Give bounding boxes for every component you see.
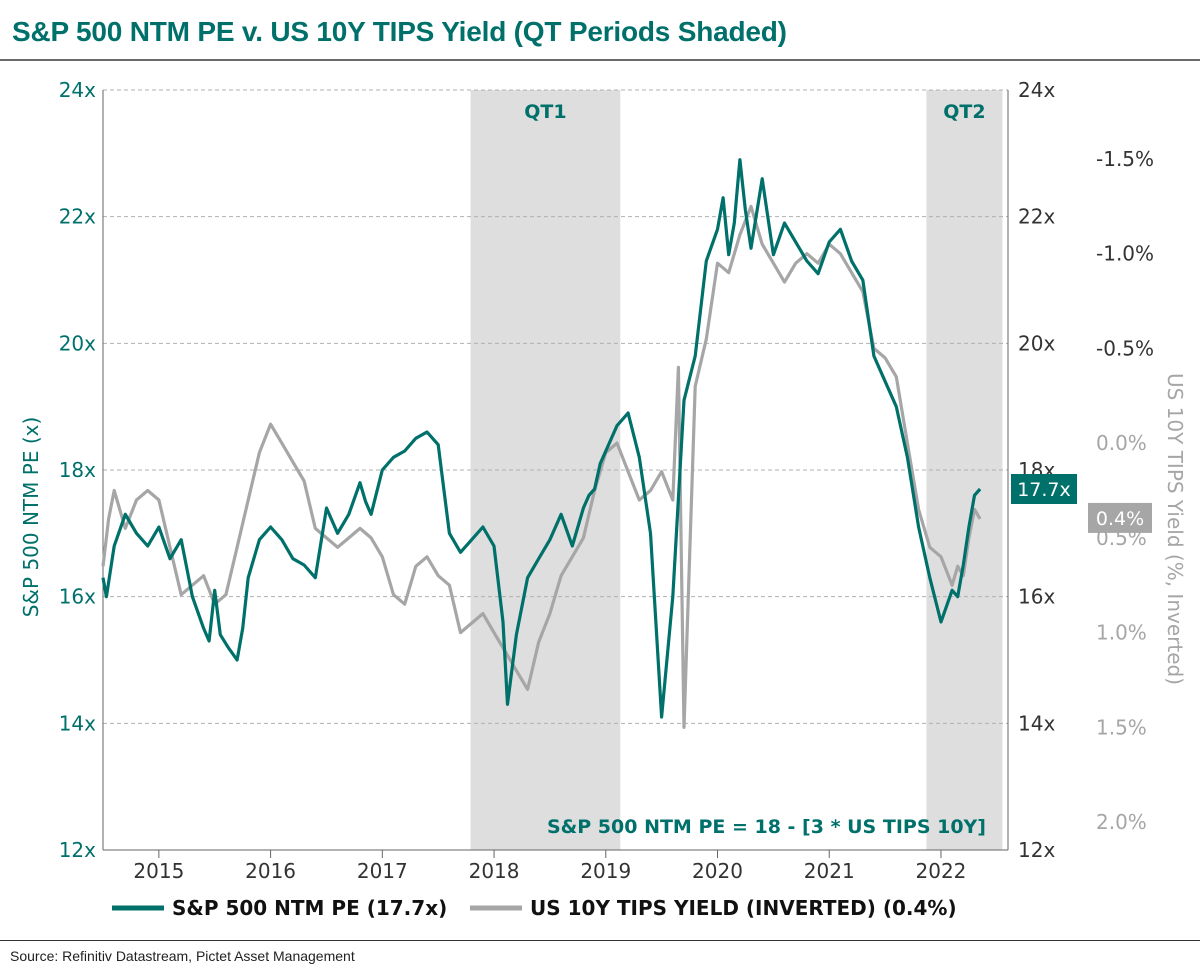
left-axis-label: S&P 500 NTM PE (x): [19, 417, 43, 618]
x-tick-label: 2017: [357, 859, 408, 883]
left-tick-label: 24x: [59, 78, 96, 102]
right-pe-tick-label: 24x: [1018, 78, 1055, 102]
pe-end-tag-label: 17.7x: [1017, 479, 1071, 501]
left-tick-label: 22x: [59, 205, 96, 229]
right-pe-tick-label: 14x: [1018, 711, 1055, 735]
legend-label: S&P 500 NTM PE (17.7x): [172, 896, 447, 920]
x-tick-label: 2021: [804, 859, 855, 883]
x-tick-label: 2016: [245, 859, 296, 883]
formula-annotation: S&P 500 NTM PE = 18 - [3 * US TIPS 10Y]: [547, 816, 986, 838]
left-tick-label: 14x: [59, 711, 96, 735]
chart-canvas: QT1 QT2 12x14x16x18x20x22x24x12x14x16x18x…: [19, 78, 1187, 920]
x-tick-label: 2022: [916, 859, 967, 883]
legend: S&P 500 NTM PE (17.7x) US 10Y TIPS YIELD …: [112, 896, 957, 920]
right-tips-tick-label: 1.0%: [1096, 621, 1147, 645]
right-tips-tick-label: 0.0%: [1096, 431, 1147, 455]
left-tick-label: 18x: [59, 458, 96, 482]
qt-region-label: QT1: [524, 101, 566, 123]
series-layer: 17.7x 0.4%: [101, 158, 1152, 729]
left-tick-label: 16x: [59, 585, 96, 609]
right-pe-tick-label: 16x: [1018, 585, 1055, 609]
right-tips-tick-label: -1.5%: [1096, 147, 1154, 171]
source-note: Source: Refinitiv Datastream, Pictet Ass…: [10, 948, 355, 964]
chart-title: S&P 500 NTM PE v. US 10Y TIPS Yield (QT …: [12, 16, 787, 47]
right-pe-tick-label: 22x: [1018, 205, 1055, 229]
right-pe-tick-label: 12x: [1018, 838, 1055, 862]
sp500-pe-line: [101, 158, 982, 719]
x-tick-label: 2015: [133, 859, 184, 883]
left-tick-label: 20x: [59, 331, 96, 355]
right-tips-tick-label: 2.0%: [1096, 810, 1147, 834]
left-tick-label: 12x: [59, 838, 96, 862]
x-tick-label: 2019: [580, 859, 631, 883]
right-tips-tick-label: -1.0%: [1096, 242, 1154, 266]
title-divider: [0, 59, 1200, 61]
pe-end-tag: [1011, 474, 1077, 504]
right-axis-label: US 10Y TIPS Yield (%, Inverted): [1163, 373, 1187, 685]
x-tick-label: 2020: [692, 859, 743, 883]
tips-end-tag-label: 0.4%: [1096, 508, 1144, 530]
legend-label: US 10Y TIPS YIELD (INVERTED) (0.4%): [530, 896, 957, 920]
axes-layer: 12x14x16x18x20x22x24x12x14x16x18x20x22x2…: [59, 78, 1154, 883]
footer-divider: [0, 940, 1200, 941]
tips-yield-line: [101, 204, 982, 729]
right-tips-tick-label: 1.5%: [1096, 715, 1147, 739]
right-tips-tick-label: -0.5%: [1096, 336, 1154, 360]
x-tick-label: 2018: [469, 859, 520, 883]
tips-end-tag: [1088, 502, 1152, 533]
right-pe-tick-label: 20x: [1018, 331, 1055, 355]
qt-region-label: QT2: [943, 101, 985, 123]
